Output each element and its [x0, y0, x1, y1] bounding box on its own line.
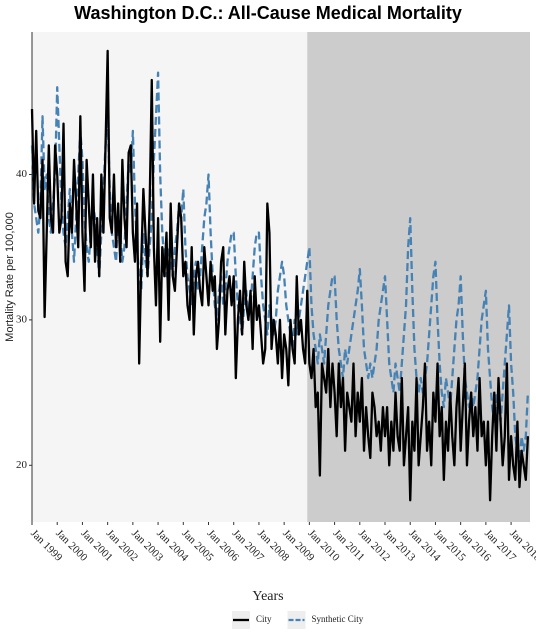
legend-label: Synthetic City — [312, 614, 364, 624]
series-line — [30, 71, 530, 467]
y-axis-title: Mortality Rate per 100,000 — [4, 212, 16, 342]
x-axis-title: Years — [252, 589, 283, 604]
chart-title: Washington D.C.: All-Cause Medical Morta… — [74, 3, 462, 23]
y-tick-label: 20 — [16, 459, 28, 471]
legend-label: City — [256, 614, 272, 624]
series-line — [30, 49, 530, 502]
y-tick-label: 30 — [16, 313, 28, 325]
y-tick-label: 40 — [16, 168, 28, 180]
